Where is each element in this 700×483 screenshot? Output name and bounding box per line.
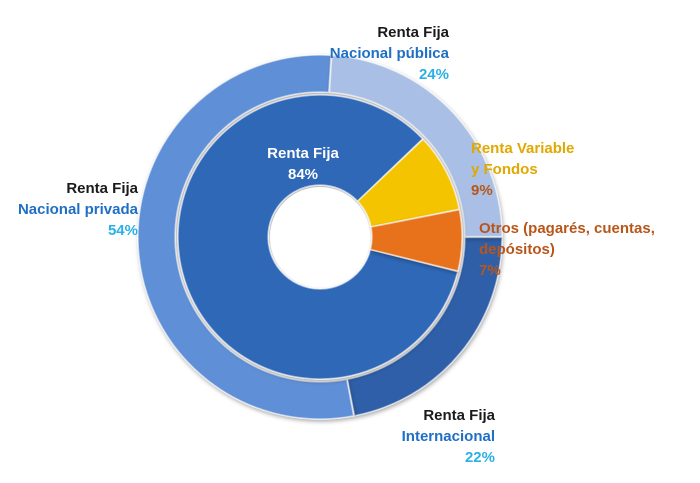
label-renta-variable-line1: Renta Variable [471,140,575,157]
label-renta-fija-inner-line1: Renta Fija [267,145,339,162]
label-renta-fija-inner: Renta Fija 84% [258,143,348,185]
label-otros-value: 7% [479,262,501,279]
inner-slice-otros-pagares-cuentas-depositos [369,208,463,272]
outer-ring [137,54,503,420]
inner-slice-renta-fija [177,94,459,380]
outer-slice-renta-fija-internacional [346,236,503,417]
label-nacional-publica-line2: Nacional pública [329,45,449,62]
label-renta-variable: Renta Variable y Fondos 9% [471,138,574,201]
donut-hole [270,187,370,287]
outer-slice-renta-fija-nacional-publica [328,54,503,238]
label-otros-line2: depósitos) [479,241,555,258]
label-renta-fija-inner-value: 84% [287,166,319,183]
label-internacional-line1: Renta Fija [423,407,495,424]
label-renta-variable-line2: y Fondos [471,161,538,178]
label-nacional-privada: Renta Fija Nacional privada 54% [18,178,138,241]
label-nacional-privada-line1: Renta Fija [66,180,138,197]
label-renta-variable-value: 9% [471,182,493,199]
label-internacional-line2: Internacional [401,428,495,445]
label-nacional-publica-line1: Renta Fija [377,24,449,41]
label-internacional: Renta Fija Internacional 22% [402,405,495,468]
inner-ring [177,94,463,380]
label-nacional-privada-value: 54% [107,222,138,239]
label-nacional-privada-line2: Nacional privada [17,201,138,218]
outer-slice-renta-fija-nacional-privada [137,54,355,420]
label-otros: Otros (pagarés, cuentas, depósitos) 7% [479,218,655,281]
label-nacional-publica: Renta Fija Nacional pública 24% [330,22,449,85]
label-otros-line1: Otros (pagarés, cuentas, [479,220,655,237]
label-internacional-value: 22% [464,449,495,466]
label-nacional-publica-value: 24% [418,66,449,83]
inner-slice-renta-variable-y-fondos [356,138,461,228]
